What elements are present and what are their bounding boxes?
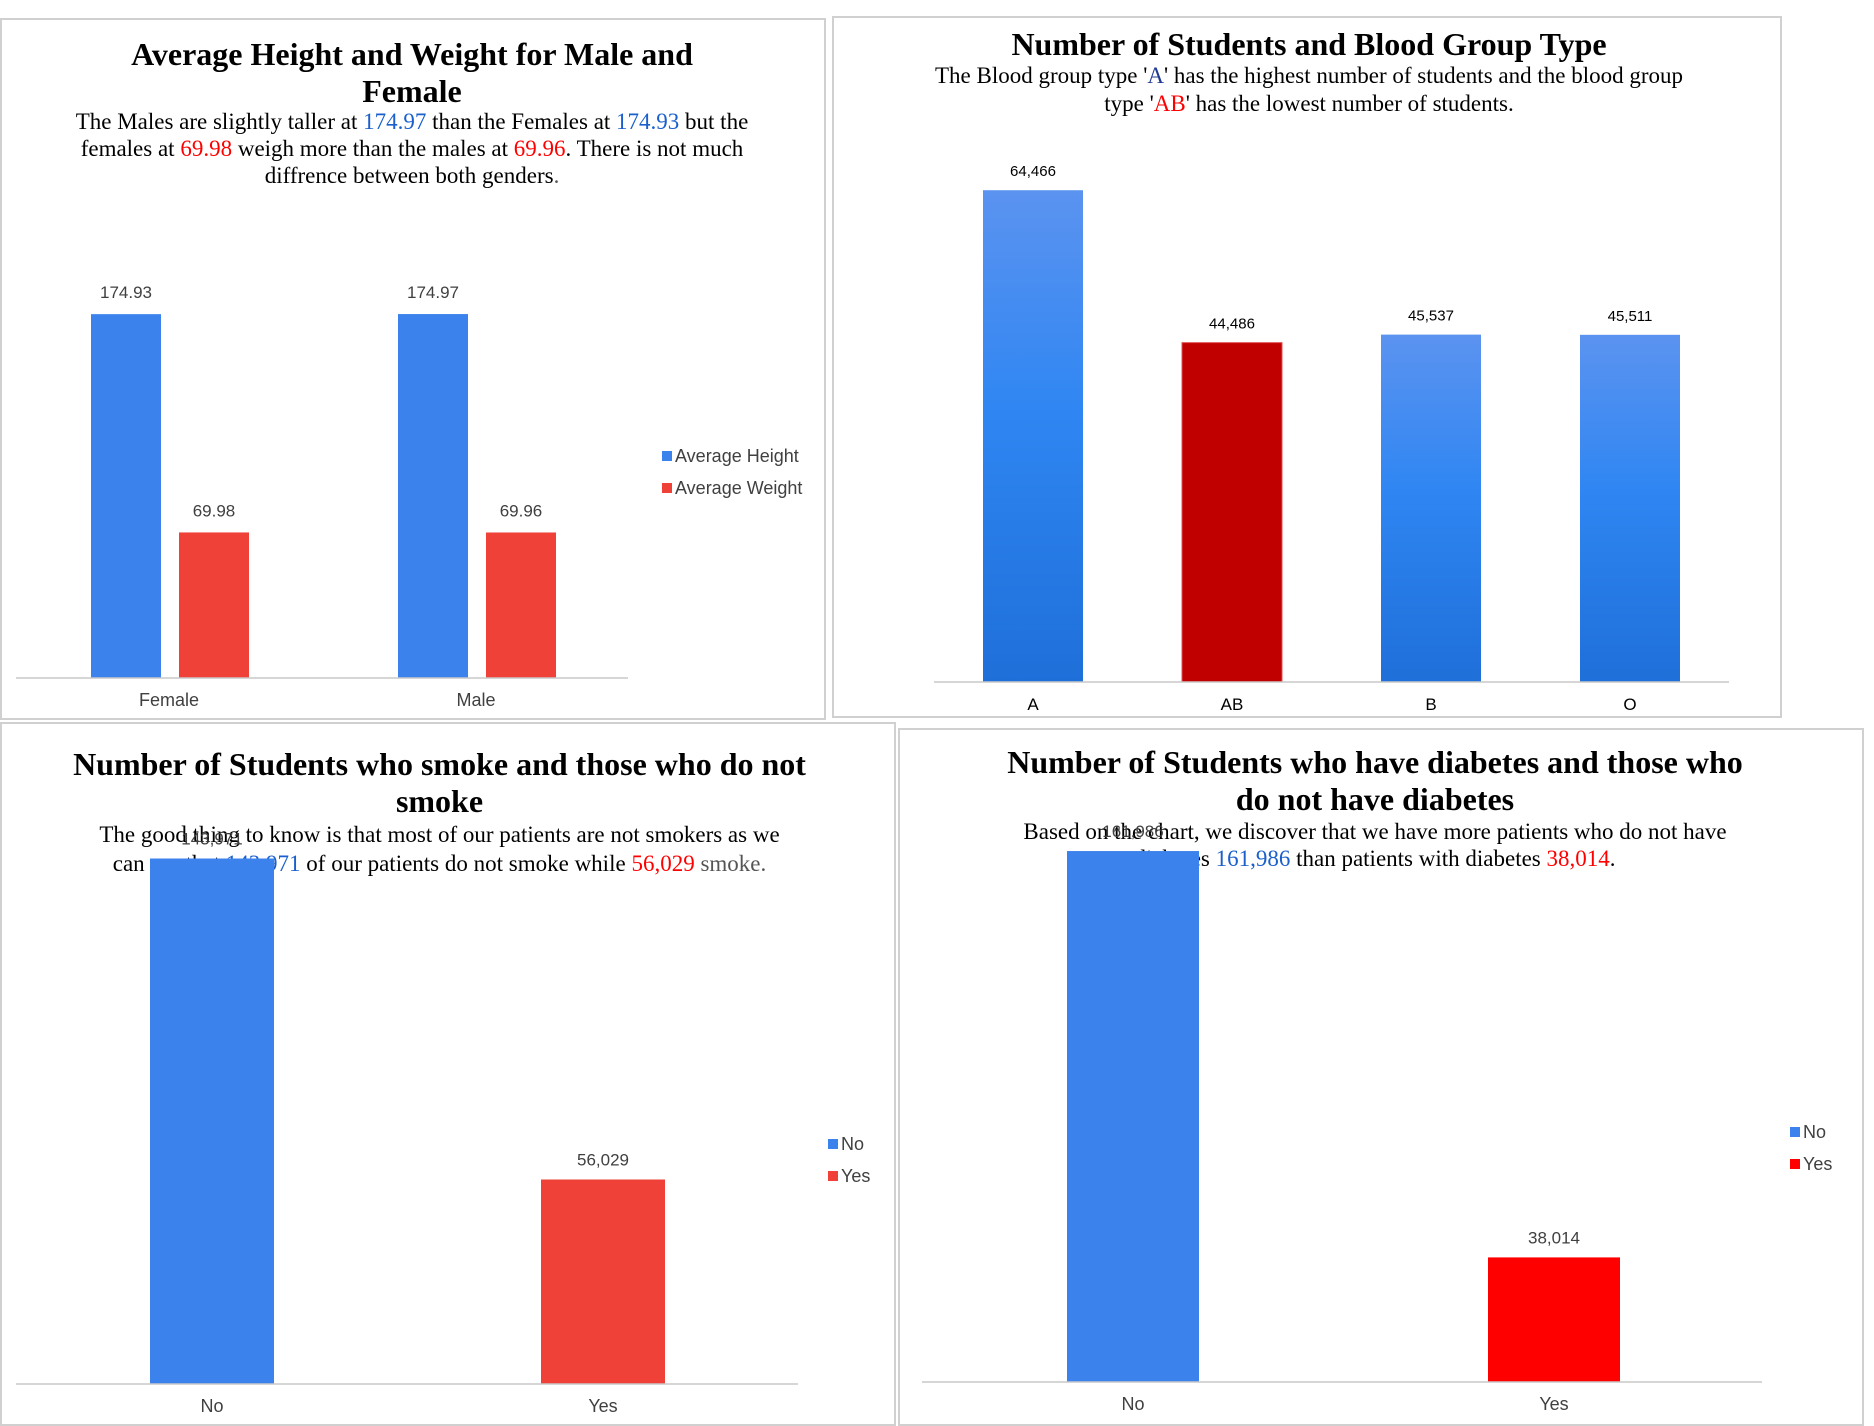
x-tick-label: Male	[456, 690, 495, 710]
x-tick-label: B	[1425, 695, 1436, 714]
chart-title: Average Height and Weight for Male and F…	[131, 36, 693, 109]
legend-swatch-red	[662, 483, 672, 493]
legend-label: Yes	[1803, 1153, 1833, 1174]
x-tick-label: A	[1027, 695, 1039, 714]
subtitle-value: 69.96	[513, 136, 566, 161]
data-label: 45,537	[1408, 308, 1454, 325]
data-label: 143,971	[181, 830, 242, 849]
subtitle-text: than patients with diabetes	[1290, 846, 1547, 871]
subtitle-text: ' has the lowest number of students.	[1185, 91, 1514, 116]
legend-label: No	[841, 1133, 865, 1154]
diabetes-panel: Number of Students who have diabetes and…	[898, 728, 1864, 1426]
x-tick-label: Yes	[1539, 1394, 1568, 1414]
subtitle-text: The Blood group type '	[934, 63, 1148, 88]
bar	[486, 532, 556, 678]
legend-swatch-blue	[828, 1139, 838, 1149]
bar	[91, 314, 161, 678]
bar	[179, 532, 249, 678]
x-tick-label: O	[1623, 695, 1636, 714]
subtitle-text: . There is not much diffrence between bo…	[264, 136, 744, 188]
chart-title: Number of Students and Blood Group Type	[1011, 26, 1607, 62]
subtitle-value: 56,029	[631, 851, 695, 876]
data-label: 69.98	[193, 501, 236, 520]
chart-subtitle: Based on the chart, we discover that we …	[985, 818, 1765, 872]
bar-chart: 64,466 A 44,486 AB 45,537 B 45,511 O	[934, 163, 1729, 714]
legend-label: Average Weight	[675, 477, 803, 498]
bar	[1488, 1257, 1620, 1382]
chart-legend: Average Height Average Weight	[662, 440, 802, 504]
subtitle-text: than the Females at	[426, 109, 617, 134]
chart-legend: No Yes	[828, 1128, 870, 1192]
bar	[983, 190, 1083, 683]
legend-label: No	[1803, 1121, 1827, 1142]
chart-legend: No Yes	[1790, 1116, 1832, 1180]
subtitle-value: 174.93	[616, 109, 680, 134]
legend-swatch-blue	[1790, 1127, 1800, 1137]
subtitle-text: of our patients do not smoke while	[300, 851, 632, 876]
bar	[541, 1179, 665, 1384]
bar	[150, 858, 274, 1384]
blood-group-panel: Number of Students and Blood Group Type …	[832, 16, 1782, 718]
x-tick-label: Yes	[588, 1396, 617, 1416]
smoking-panel: Number of Students who smoke and those w…	[0, 722, 896, 1426]
height-weight-panel: Average Height and Weight for Male and F…	[0, 18, 826, 720]
data-label: 174.93	[100, 283, 152, 302]
chart-subtitle: The Blood group type 'A' has the highest…	[924, 62, 1694, 118]
legend-item: No	[1790, 1116, 1832, 1148]
chart-subtitle: The Males are slightly taller at 174.97 …	[72, 108, 752, 189]
bar	[1381, 334, 1481, 682]
legend-swatch-red	[1790, 1159, 1800, 1169]
subtitle-text: .	[1609, 846, 1616, 871]
chart-title: Number of Students who smoke and those w…	[73, 746, 806, 819]
legend-item: Yes	[828, 1160, 870, 1192]
bar-chart: 143,971 No 56,029 Yes	[16, 830, 798, 1416]
subtitle-text: smoke.	[694, 851, 767, 876]
bar-chart: 174.93 69.98 Female 174.97 69.96 Male	[16, 283, 628, 710]
bar	[1580, 334, 1680, 682]
subtitle-value: 174.97	[363, 109, 427, 134]
legend-item: No	[828, 1128, 870, 1160]
data-label: 44,486	[1209, 316, 1255, 333]
x-tick-label: AB	[1221, 695, 1244, 714]
legend-item: Average Weight	[662, 472, 802, 504]
subtitle-text: ' has the highest number of students and…	[1104, 63, 1684, 116]
data-label: 56,029	[577, 1150, 629, 1169]
legend-item: Yes	[1790, 1148, 1832, 1180]
subtitle-value: AB	[1153, 91, 1186, 116]
x-tick-label: Female	[139, 690, 199, 710]
data-label: 69.96	[500, 501, 543, 520]
subtitle-value: 38,014	[1546, 846, 1610, 871]
x-tick-label: No	[200, 1396, 223, 1416]
bar	[1181, 342, 1283, 683]
subtitle-value: 69.98	[180, 136, 233, 161]
subtitle-text: The Males are slightly taller at	[75, 109, 364, 134]
subtitle-value: A	[1147, 63, 1164, 88]
data-label: 38,014	[1528, 1228, 1580, 1247]
legend-swatch-blue	[662, 451, 672, 461]
data-label: 64,466	[1010, 163, 1056, 180]
subtitle-value: 161,986	[1215, 846, 1291, 871]
legend-label: Average Height	[675, 445, 799, 466]
bar	[398, 314, 468, 678]
data-label: 174.97	[407, 283, 459, 302]
legend-item: Average Height	[662, 440, 802, 472]
legend-swatch-red	[828, 1171, 838, 1181]
data-label: 45,511	[1608, 308, 1653, 325]
bar-chart: 161,986 No 38,014 Yes	[922, 822, 1762, 1414]
subtitle-text: .	[553, 163, 560, 188]
subtitle-text: but the females at	[80, 109, 749, 161]
bar	[1067, 851, 1199, 1382]
subtitle-text: weigh more than the males at	[232, 136, 514, 161]
x-tick-label: No	[1121, 1394, 1144, 1414]
chart-title: Number of Students who have diabetes and…	[1007, 744, 1743, 817]
legend-label: Yes	[841, 1165, 871, 1186]
data-label: 161,986	[1102, 822, 1163, 841]
